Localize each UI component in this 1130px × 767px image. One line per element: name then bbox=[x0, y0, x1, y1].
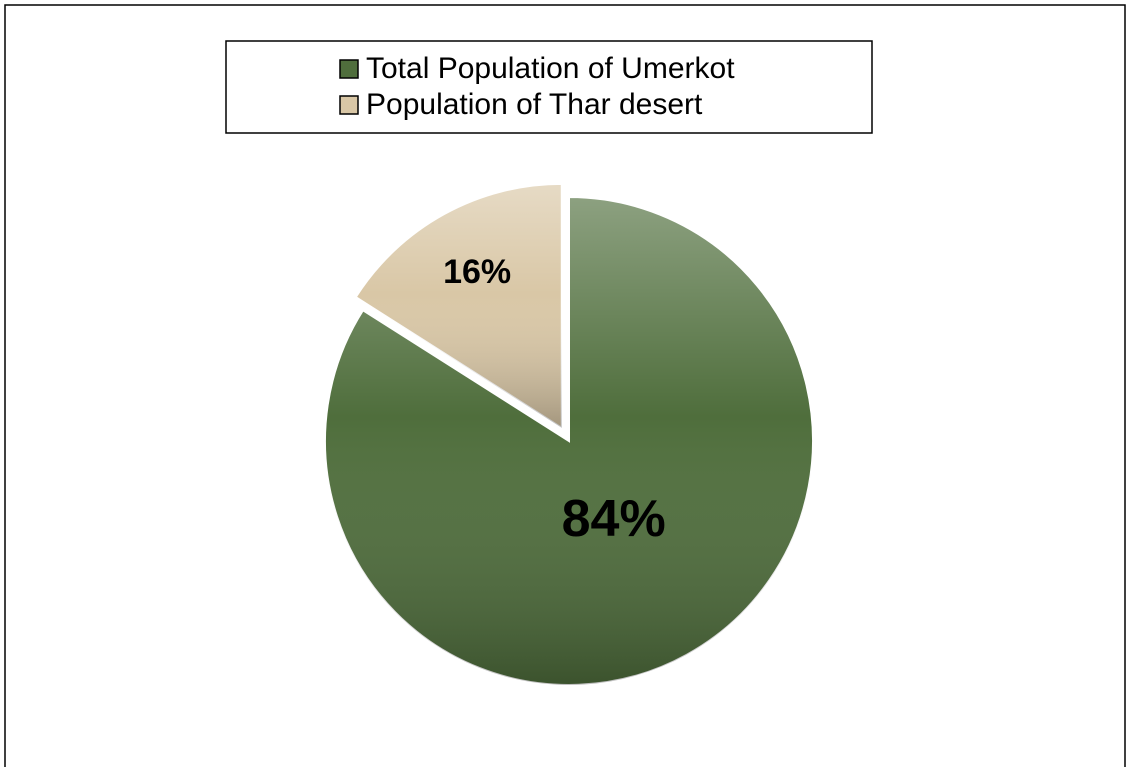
data-label: 84% bbox=[562, 490, 666, 548]
legend-label: Population of Thar desert bbox=[366, 88, 703, 121]
slice-shade bbox=[355, 183, 562, 428]
legend-label: Total Population of Umerkot bbox=[366, 52, 735, 85]
legend-box bbox=[225, 40, 873, 134]
legend-swatch bbox=[339, 95, 359, 115]
legend-swatch bbox=[339, 59, 359, 79]
slice-shade bbox=[324, 197, 813, 685]
data-label: 16% bbox=[443, 253, 511, 291]
